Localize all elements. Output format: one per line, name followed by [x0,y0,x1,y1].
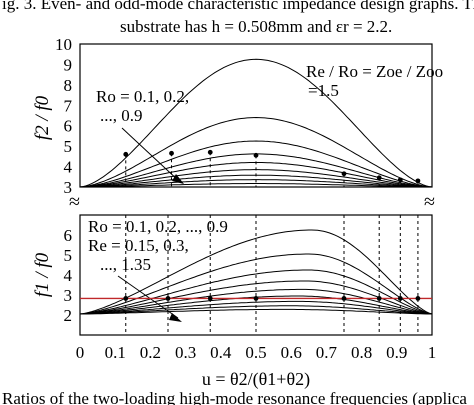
x-tick-label: 0.7 [316,343,338,362]
top-y-tick-label: 9 [64,55,73,74]
bottom-marker [397,296,403,301]
x-axis-label: u = θ2/(θ1+θ2) [202,369,310,390]
x-tick-label: 0 [76,343,85,362]
bottom-marker [415,296,421,301]
top-y-tick-label: 6 [64,117,73,136]
caption-line-1: ig. 3. Even- and odd-mode characteristic… [2,0,474,13]
caption-bottom: Ratios of the two-loading high-mode reso… [2,389,467,405]
top-series-line [80,183,432,188]
top-marker [123,151,129,157]
bottom-marker [253,296,259,301]
top-ro-annotation-line-2: ..., 0.9 [100,106,143,125]
top-marker [415,178,421,184]
guide-lines [125,152,419,335]
top-annotation-arrow [121,127,181,183]
caption-line-2: substrate has h = 0.508mm and εr = 2.2. [120,17,392,36]
bottom-y-tick-label: 4 [64,266,73,285]
ratio-annotation: Re / Ro = Zoe / Zoo [306,62,443,81]
ratio-value-annotation: =1.5 [308,81,339,100]
top-marker [376,175,382,181]
bottom-ro-annotation: Ro = 0.1, 0.2, ..., 0.9 [88,217,228,236]
bottom-y-tick-label: 5 [64,246,73,265]
top-series-line [79,116,433,188]
bottom-y-axis-label: f1 / f0 [32,252,53,297]
bottom-marker [376,296,382,301]
bottom-series-line [79,269,433,315]
bottom-series-line [79,229,433,315]
bottom-marker [123,296,129,301]
x-tick-label: 0.2 [140,343,161,362]
bottom-series-line [79,288,433,315]
top-series-line [79,162,433,188]
x-tick-label: 0.6 [281,343,302,362]
bottom-series-line [79,280,433,315]
bottom-marker [207,296,213,301]
bottom-y-tick-label: 2 [64,306,73,325]
top-series-line [80,174,432,188]
bottom-series-line [80,308,432,315]
axis-break-right: ≈ [424,191,435,213]
x-tick-label: 0.4 [210,343,232,362]
top-series-line [79,169,433,188]
top-ro-annotation-line-1: Ro = 0.1, 0.2, [96,87,189,106]
bottom-marker [341,296,347,301]
top-marker [169,150,174,156]
top-marker [253,152,259,158]
top-marker [207,149,213,155]
top-y-tick-label: 10 [55,35,72,54]
bottom-series-line [79,300,433,315]
top-y-tick-label: 4 [64,158,73,177]
bottom-re-annotation-line-1: Re = 0.15, 0.3, [88,236,189,255]
top-marker [341,171,347,177]
top-series-line [79,140,433,188]
top-y-tick-label: 3 [64,178,73,197]
x-tick-label: 0.8 [351,343,372,362]
top-y-tick-label: 5 [64,137,73,156]
top-series-line [80,179,432,188]
bottom-marker [165,296,171,301]
bottom-y-tick-label: 3 [64,286,73,305]
axis-break-left: ≈ [69,191,80,213]
top-y-tick-label: 8 [64,76,73,95]
x-tick-label: 1 [428,343,437,362]
bottom-series-line [80,305,433,315]
x-tick-label: 0.3 [175,343,196,362]
top-y-axis-label: f2 / f0 [32,95,53,140]
top-y-tick-label: 7 [64,96,73,115]
top-marker [397,177,403,183]
curves [79,58,433,315]
x-tick-label: 0.9 [386,343,407,362]
top-series-line [79,58,433,188]
x-tick-label: 0.5 [245,343,266,362]
x-tick-label: 0.1 [105,343,126,362]
bottom-y-tick-label: 6 [64,226,73,245]
bottom-arrow-head [169,313,182,322]
x-tick-labels: 0 0.1 0.2 0.3 0.4 0.5 0.6 0.7 0.8 0.9 1 [76,343,437,362]
markers [123,149,421,301]
